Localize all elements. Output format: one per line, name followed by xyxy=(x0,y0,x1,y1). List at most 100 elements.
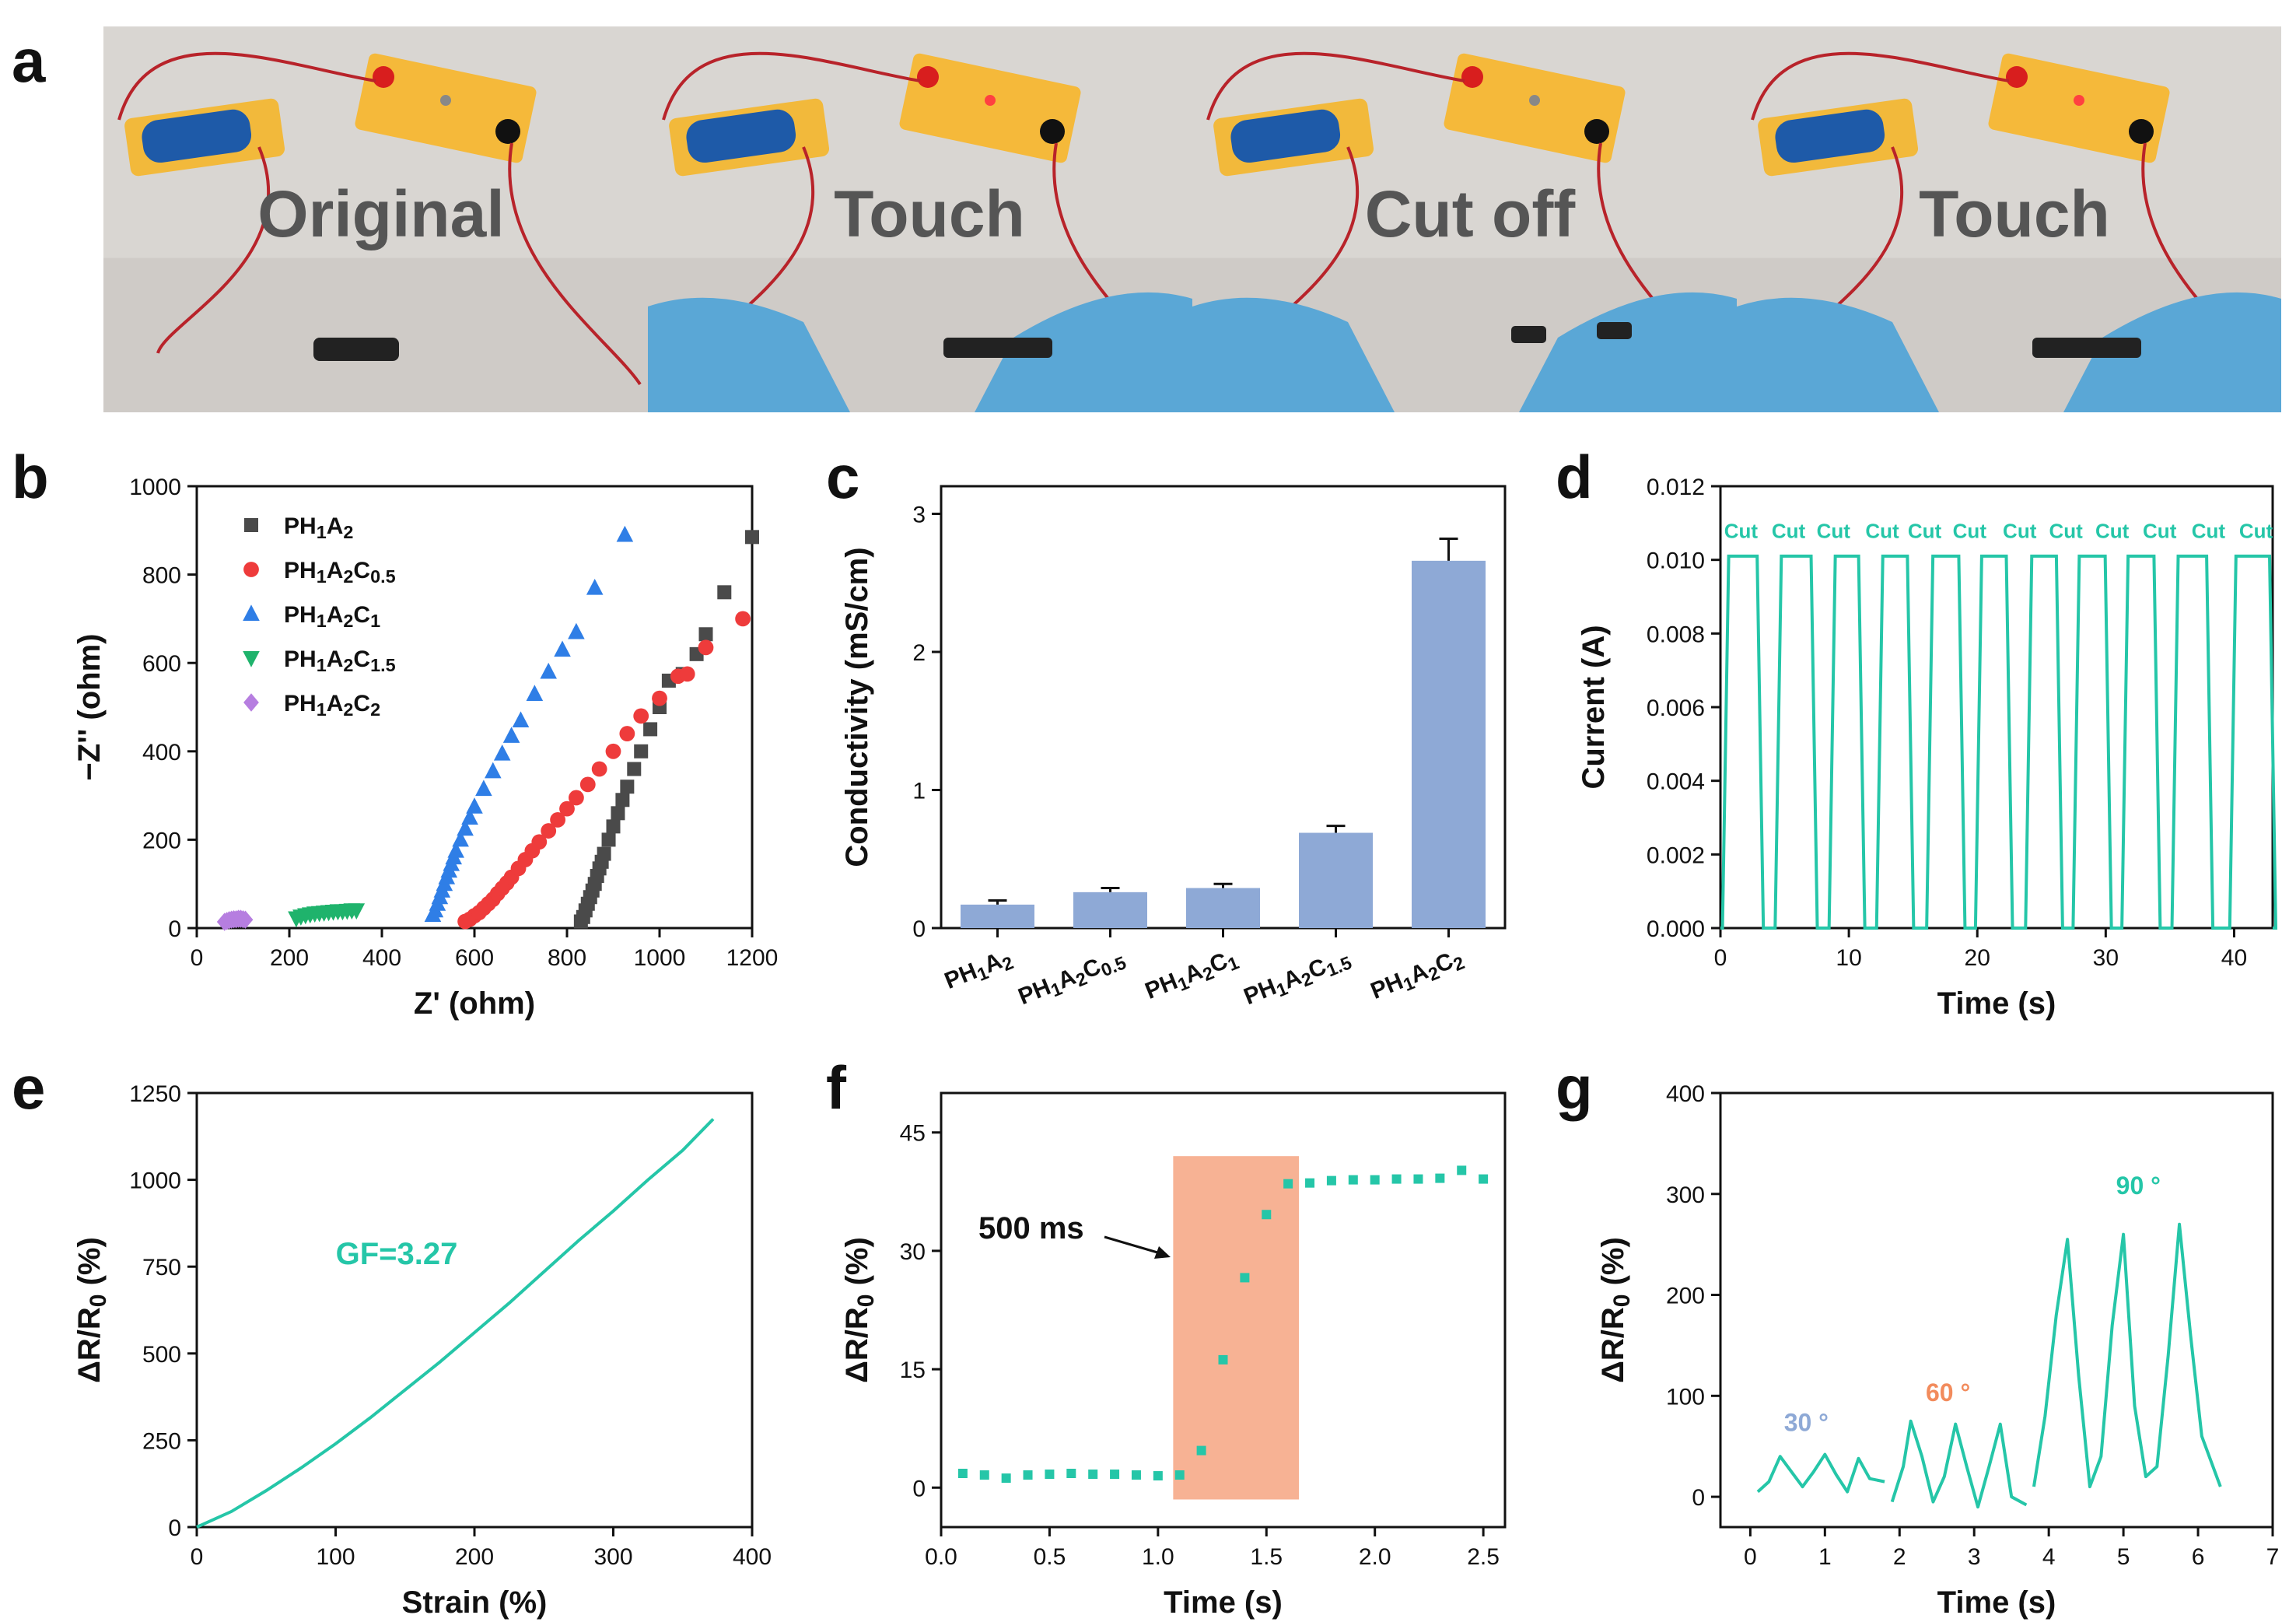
legend-label: PH1A2C1.5 xyxy=(284,646,396,675)
data-point xyxy=(634,744,649,758)
data-point xyxy=(698,627,713,642)
x-tick-label: 20 xyxy=(1965,945,1990,971)
y-tick-label: 400 xyxy=(142,740,181,765)
x-tick-label: 1 xyxy=(1818,1544,1832,1570)
data-point xyxy=(717,585,732,600)
data-point xyxy=(502,727,520,743)
photo-label: Touch xyxy=(1919,177,2110,250)
data-point xyxy=(1045,1470,1055,1480)
data-point xyxy=(1283,1179,1293,1189)
y-tick-label: 2 xyxy=(912,640,926,666)
y-tick-label: 0.008 xyxy=(1647,622,1705,647)
photo-2: Touch xyxy=(648,26,1192,412)
x-tick-label: 0 xyxy=(191,1544,204,1570)
x-tick-label: 0.0 xyxy=(925,1544,957,1570)
x-axis-label: Time (s) xyxy=(1937,1585,2056,1620)
wire xyxy=(117,51,376,121)
x-tick-label: 1.0 xyxy=(1142,1544,1174,1570)
data-point xyxy=(1305,1178,1315,1188)
y-tick-label: 800 xyxy=(142,563,181,589)
current-line xyxy=(1720,554,2278,930)
data-point xyxy=(457,819,474,836)
x-tick-label: 30 xyxy=(2093,945,2119,971)
data-point xyxy=(568,622,585,639)
data-point xyxy=(616,525,634,542)
cut-annotation: Cut xyxy=(2095,519,2130,542)
category-label: PH1A2C1.5 xyxy=(1241,944,1355,1013)
x-tick-label: 0 xyxy=(1744,1544,1757,1570)
legend-label: PH1A2C0.5 xyxy=(284,558,396,587)
y-tick-label: 0 xyxy=(912,1476,926,1501)
battery xyxy=(1230,109,1341,163)
highlight-region xyxy=(1173,1156,1300,1500)
data-point xyxy=(1088,1470,1098,1480)
x-tick-label: 200 xyxy=(270,945,309,971)
data-point xyxy=(1326,1175,1336,1186)
y-tick-label: 1250 xyxy=(129,1081,181,1107)
terminal xyxy=(1040,119,1065,144)
data-point xyxy=(1479,1174,1489,1184)
legend-label: PH1A2C1 xyxy=(284,602,380,631)
x-tick-label: 1000 xyxy=(634,945,686,971)
photo-3: Cut off xyxy=(1192,26,1737,412)
category-label: PH1A2C1 xyxy=(1142,944,1242,1007)
data-point xyxy=(541,823,557,839)
data-point xyxy=(559,800,575,817)
led-light xyxy=(1529,95,1540,106)
y-tick-label: 0 xyxy=(168,916,181,942)
legend-marker xyxy=(243,693,259,712)
data-point xyxy=(643,722,658,737)
cut-annotation: Cut xyxy=(1772,519,1806,542)
data-point xyxy=(619,726,635,741)
bend-curve xyxy=(1890,1419,2028,1509)
photo-4: Touch xyxy=(1737,26,2281,412)
data-point xyxy=(1196,1445,1206,1456)
data-point xyxy=(1131,1470,1141,1480)
y-tick-label: 500 xyxy=(142,1342,181,1368)
plot-frame xyxy=(1719,1091,2274,1529)
y-tick-label: 45 xyxy=(900,1121,926,1147)
hydrogel-piece xyxy=(1511,326,1546,343)
data-point xyxy=(745,530,759,545)
chart-e-strain: 0 100 200 300 400 0 250 500 750 1000 1250 Strain (%… xyxy=(72,1081,772,1620)
x-tick-label: 6 xyxy=(2192,1544,2205,1570)
panel-label-f: f xyxy=(826,1053,847,1122)
bar xyxy=(961,904,1034,928)
y-tick-label: 1000 xyxy=(129,475,181,500)
y-tick-label: 30 xyxy=(900,1239,926,1265)
data-point xyxy=(1153,1471,1163,1481)
data-point xyxy=(1110,1470,1120,1480)
y-tick-label: 0 xyxy=(168,1515,181,1541)
chart-d-current: 0 10 20 30 40 0.000 0.002 0.004 0.006 0.008 0.010 0… xyxy=(1577,475,2278,1021)
x-tick-label: 400 xyxy=(362,945,401,971)
gf-annotation: GF=3.27 xyxy=(336,1237,458,1271)
y-tick-label: 0.002 xyxy=(1647,843,1705,868)
data-point xyxy=(1413,1174,1423,1184)
angle-label: 60 ° xyxy=(1926,1379,1970,1407)
photo-label: Cut off xyxy=(1365,177,1577,250)
panel-labels: a b c d e f g xyxy=(12,26,1593,1122)
y-tick-label: 0 xyxy=(1692,1485,1705,1511)
glove xyxy=(1737,297,1939,412)
data-point xyxy=(452,830,469,847)
y-tick-label: 200 xyxy=(1666,1284,1705,1309)
plot-frame xyxy=(195,1091,754,1529)
data-point xyxy=(957,1469,968,1479)
data-point xyxy=(1066,1469,1076,1479)
y-axis-label: ΔR/R0 (%) xyxy=(72,1237,111,1383)
data-point xyxy=(586,578,604,595)
data-point xyxy=(512,711,530,728)
strain-curve xyxy=(196,1118,715,1529)
data-point xyxy=(1174,1470,1185,1480)
y-tick-label: 0 xyxy=(912,916,926,942)
y-axis-label: ΔR/R0 (%) xyxy=(1596,1237,1635,1383)
x-tick-label: 10 xyxy=(1836,945,1861,971)
data-point xyxy=(447,841,464,858)
data-point xyxy=(1391,1174,1402,1184)
panel-label-b: b xyxy=(12,443,49,511)
data-point xyxy=(597,846,611,861)
data-point xyxy=(679,666,695,682)
category-label: PH1A2C0.5 xyxy=(1015,944,1129,1013)
wire xyxy=(662,51,921,121)
y-tick-label: 300 xyxy=(1666,1182,1705,1208)
